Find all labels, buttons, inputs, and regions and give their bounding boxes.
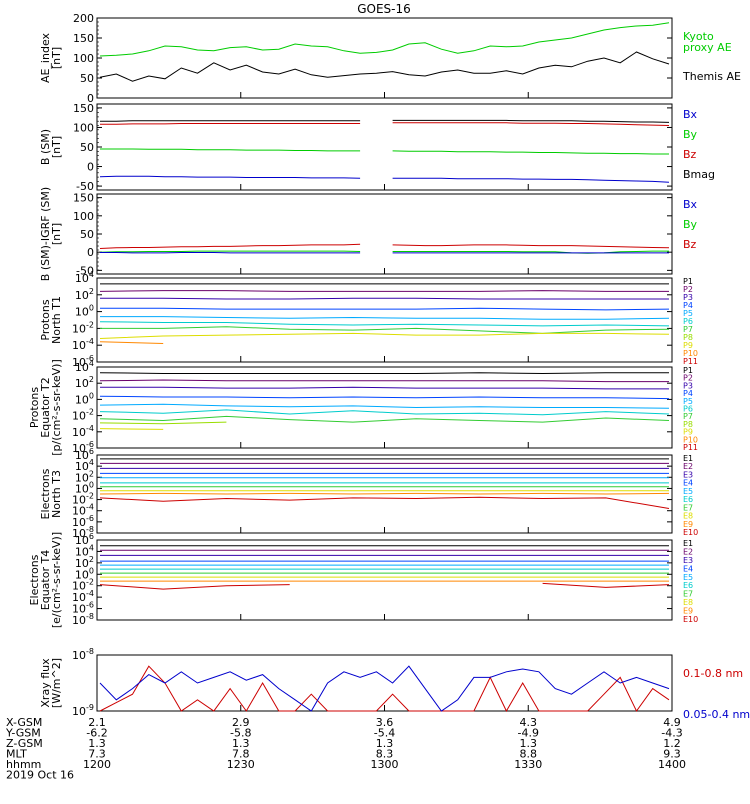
legend-entry: 0.05-0.4 nm (683, 708, 750, 721)
series-line-0-05-0-4-nm (100, 666, 669, 711)
series-line-p6 (100, 410, 669, 415)
legend-entry: E10 (683, 528, 698, 537)
legend-entry: Bz (683, 238, 697, 251)
series-line-0-1-0-8-nm (100, 666, 669, 711)
y-tick-label: 10-2 (72, 408, 94, 423)
series-line-e9 (100, 493, 669, 494)
x-axis-row-label: 2019 Oct 16 (6, 769, 74, 782)
series-line-e10 (100, 583, 669, 589)
panel-6: 10610410210010-210-410-610-8ElectronsNor… (39, 447, 698, 540)
legend-entry: Bmag (683, 168, 715, 181)
legend-entry: By (683, 218, 698, 231)
y-tick-label: 10-8 (72, 612, 94, 627)
y-axis-label: [nT] (50, 136, 63, 158)
series-line-by (100, 149, 669, 154)
y-tick-label: 50 (80, 228, 94, 241)
legend-entry: Bx (683, 108, 698, 121)
y-tick-label: 150 (73, 102, 94, 115)
series-line-p5 (100, 317, 669, 320)
y-tick-label: 10-8 (72, 647, 94, 662)
series-line-p5 (100, 404, 669, 408)
series-line-p8 (100, 422, 479, 424)
y-axis-label: North T3 (50, 470, 63, 518)
panel-frame (97, 540, 672, 620)
series-line-p3 (100, 298, 669, 299)
y-axis-label: [nT] (50, 223, 63, 245)
series-line-p6 (100, 322, 669, 326)
series-line-p4 (100, 308, 669, 310)
y-tick-label: 100 (73, 210, 94, 223)
x-tick-label-hhmm: 1300 (371, 758, 399, 771)
y-tick-label: 200 (73, 12, 94, 25)
plot-title: GOES-16 (357, 2, 411, 16)
panel-frame (97, 194, 672, 274)
x-tick-label-hhmm: 1400 (658, 758, 686, 771)
y-tick-label: 50 (80, 141, 94, 154)
legend-entry: proxy AE (683, 41, 732, 54)
legend-entry: Themis AE (682, 70, 741, 83)
y-tick-label: 100 (75, 304, 94, 319)
series-line-p3 (100, 387, 669, 389)
x-tick-label-hhmm: 1200 (83, 758, 111, 771)
x-tick-label-hhmm: 1230 (227, 758, 255, 771)
legend-entry: Bz (683, 148, 697, 161)
y-tick-label: 104 (75, 359, 94, 374)
series-line-e10 (100, 497, 669, 508)
series-line-themis-ae (100, 52, 669, 81)
legend-entry: P11 (683, 443, 698, 452)
legend-entry: E10 (683, 615, 698, 624)
series-line-p2 (100, 291, 669, 292)
series-line-bz (100, 123, 669, 126)
y-tick-label: 102 (75, 287, 94, 302)
panel-frame (97, 18, 672, 98)
y-tick-label: 10-2 (72, 320, 94, 335)
y-axis-label: [p/(cm²-s-sr-keV)] (50, 359, 63, 456)
y-tick-label: 150 (73, 192, 94, 205)
series-line-bmag (100, 120, 669, 122)
series-line-p1 (100, 373, 669, 374)
legend-entry: Bx (683, 198, 698, 211)
series-line-p9 (100, 342, 163, 344)
y-tick-label: 100 (73, 121, 94, 134)
x-tick-label-hhmm: 1330 (514, 758, 542, 771)
y-tick-label: 104 (75, 270, 94, 285)
series-line-p2 (100, 380, 669, 382)
series-line-p8 (100, 333, 669, 338)
panel-7: 10610410210010-210-410-610-8ElectronsEqu… (28, 532, 698, 628)
y-tick-label: 100 (73, 52, 94, 65)
y-tick-label: 10-4 (72, 337, 94, 352)
y-axis-label: [e/(cm²-s-sr-keV)] (50, 532, 63, 628)
series-line-bx (100, 176, 669, 182)
y-tick-label: 102 (75, 375, 94, 390)
y-tick-label: 50 (80, 72, 94, 85)
y-tick-label: 150 (73, 32, 94, 45)
y-tick-label: 0 (87, 246, 94, 259)
series-line-kyoto-proxy-ae (100, 23, 669, 56)
series-line-p9 (100, 428, 353, 430)
series-line-bz (100, 244, 669, 248)
y-tick-label: 100 (75, 391, 94, 406)
y-tick-label: 10-4 (72, 424, 94, 439)
series-line-p7 (100, 327, 669, 334)
legend-entry: P11 (683, 357, 698, 366)
series-line-p7 (100, 416, 669, 422)
y-axis-label: [W/m^2] (50, 658, 63, 708)
legend-entry: 0.1-0.8 nm (683, 667, 743, 680)
x-axis: 2.1-6.21.37.312002.9-5.81.37.812303.6-5.… (5, 92, 686, 782)
y-axis-label: North T1 (50, 296, 63, 344)
legend-entry: By (683, 128, 698, 141)
series-line-p4 (100, 396, 669, 398)
y-tick-label: 0 (87, 161, 94, 174)
y-axis-label: [nT] (50, 47, 63, 69)
